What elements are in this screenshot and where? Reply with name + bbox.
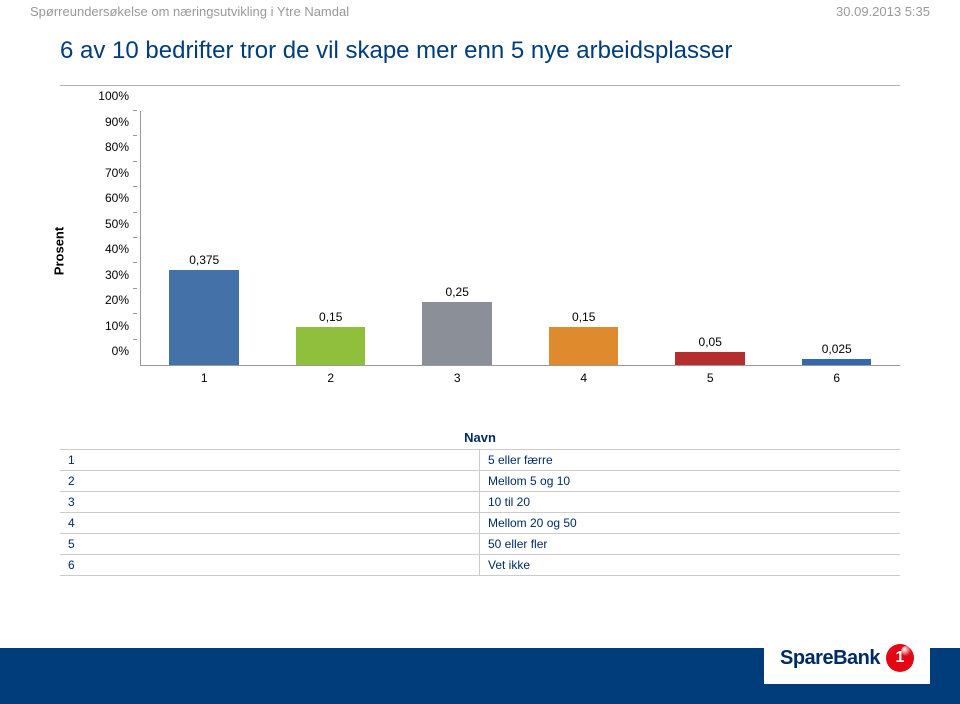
bar: 0,15 xyxy=(549,327,619,365)
bar-value-label: 0,05 xyxy=(699,335,722,349)
bar-value-label: 0,25 xyxy=(446,285,469,299)
bar: 0,25 xyxy=(422,302,492,366)
legend-row: 310 til 20 xyxy=(60,491,900,512)
bar-group: 0,152 xyxy=(268,111,394,365)
y-tick-label: 10% xyxy=(105,319,129,333)
bar-chart: Prosent 0%10%20%30%40%50%60%70%80%90%100… xyxy=(95,111,900,391)
y-tick-label: 80% xyxy=(105,140,129,154)
bar-group: 0,0256 xyxy=(774,111,900,365)
logo-badge-icon: 1 xyxy=(886,644,914,672)
bar: 0,05 xyxy=(675,352,745,365)
y-tick-label: 90% xyxy=(105,115,129,129)
legend-key: 4 xyxy=(60,513,480,533)
bar-group: 0,3751 xyxy=(141,111,267,365)
bar: 0,15 xyxy=(296,327,366,365)
legend-key: 5 xyxy=(60,534,480,554)
legend-table: Navn 15 eller færre2Mellom 5 og 10310 ti… xyxy=(60,426,900,576)
y-tick-label: 20% xyxy=(105,293,129,307)
chart-plot: 0%10%20%30%40%50%60%70%80%90%100%0,37510… xyxy=(140,111,900,366)
y-tick-label: 50% xyxy=(105,217,129,231)
bar: 0,375 xyxy=(169,270,239,365)
legend-key: 6 xyxy=(60,555,480,575)
page-title: 6 av 10 bedrifter tror de vil skape mer … xyxy=(0,19,960,77)
legend-value: Mellom 20 og 50 xyxy=(480,513,900,533)
y-tick-label: 40% xyxy=(105,242,129,256)
legend-row: 550 eller fler xyxy=(60,533,900,554)
x-tick-label: 6 xyxy=(833,371,840,385)
legend-value: 50 eller fler xyxy=(480,534,900,554)
bar-group: 0,055 xyxy=(647,111,773,365)
bar-group: 0,154 xyxy=(521,111,647,365)
legend-key: 1 xyxy=(60,450,480,470)
x-tick-label: 1 xyxy=(201,371,208,385)
legend-row: 2Mellom 5 og 10 xyxy=(60,470,900,491)
y-axis-label: Prosent xyxy=(52,227,67,275)
brand-logo: SpareBank 1 xyxy=(764,636,930,684)
legend-value: Vet ikke xyxy=(480,555,900,575)
page-header: Spørreundersøkelse om næringsutvikling i… xyxy=(0,0,960,19)
y-tick-label: 30% xyxy=(105,268,129,282)
x-tick-label: 5 xyxy=(707,371,714,385)
legend-key: 2 xyxy=(60,471,480,491)
title-divider xyxy=(60,85,900,86)
bar-value-label: 0,15 xyxy=(319,310,342,324)
legend-value: 10 til 20 xyxy=(480,492,900,512)
logo-text: SpareBank xyxy=(780,647,880,670)
x-tick-label: 3 xyxy=(454,371,461,385)
x-tick-label: 2 xyxy=(327,371,334,385)
legend-value: 5 eller færre xyxy=(480,450,900,470)
y-tick-label: 0% xyxy=(112,344,129,358)
header-timestamp: 30.09.2013 5:35 xyxy=(836,4,930,19)
bar-value-label: 0,15 xyxy=(572,310,595,324)
legend-row: 15 eller færre xyxy=(60,449,900,470)
bar-value-label: 0,375 xyxy=(189,253,219,267)
header-left-text: Spørreundersøkelse om næringsutvikling i… xyxy=(30,4,349,19)
y-tick-label: 100% xyxy=(98,89,129,103)
legend-value: Mellom 5 og 10 xyxy=(480,471,900,491)
legend-row: 6Vet ikke xyxy=(60,554,900,576)
legend-header: Navn xyxy=(60,426,900,449)
bar-group: 0,253 xyxy=(394,111,520,365)
logo-badge-number: 1 xyxy=(896,649,905,667)
y-tick-label: 70% xyxy=(105,166,129,180)
legend-row: 4Mellom 20 og 50 xyxy=(60,512,900,533)
legend-key: 3 xyxy=(60,492,480,512)
bar: 0,025 xyxy=(802,359,872,365)
y-tick-label: 60% xyxy=(105,191,129,205)
bar-value-label: 0,025 xyxy=(822,342,852,356)
x-tick-label: 4 xyxy=(580,371,587,385)
